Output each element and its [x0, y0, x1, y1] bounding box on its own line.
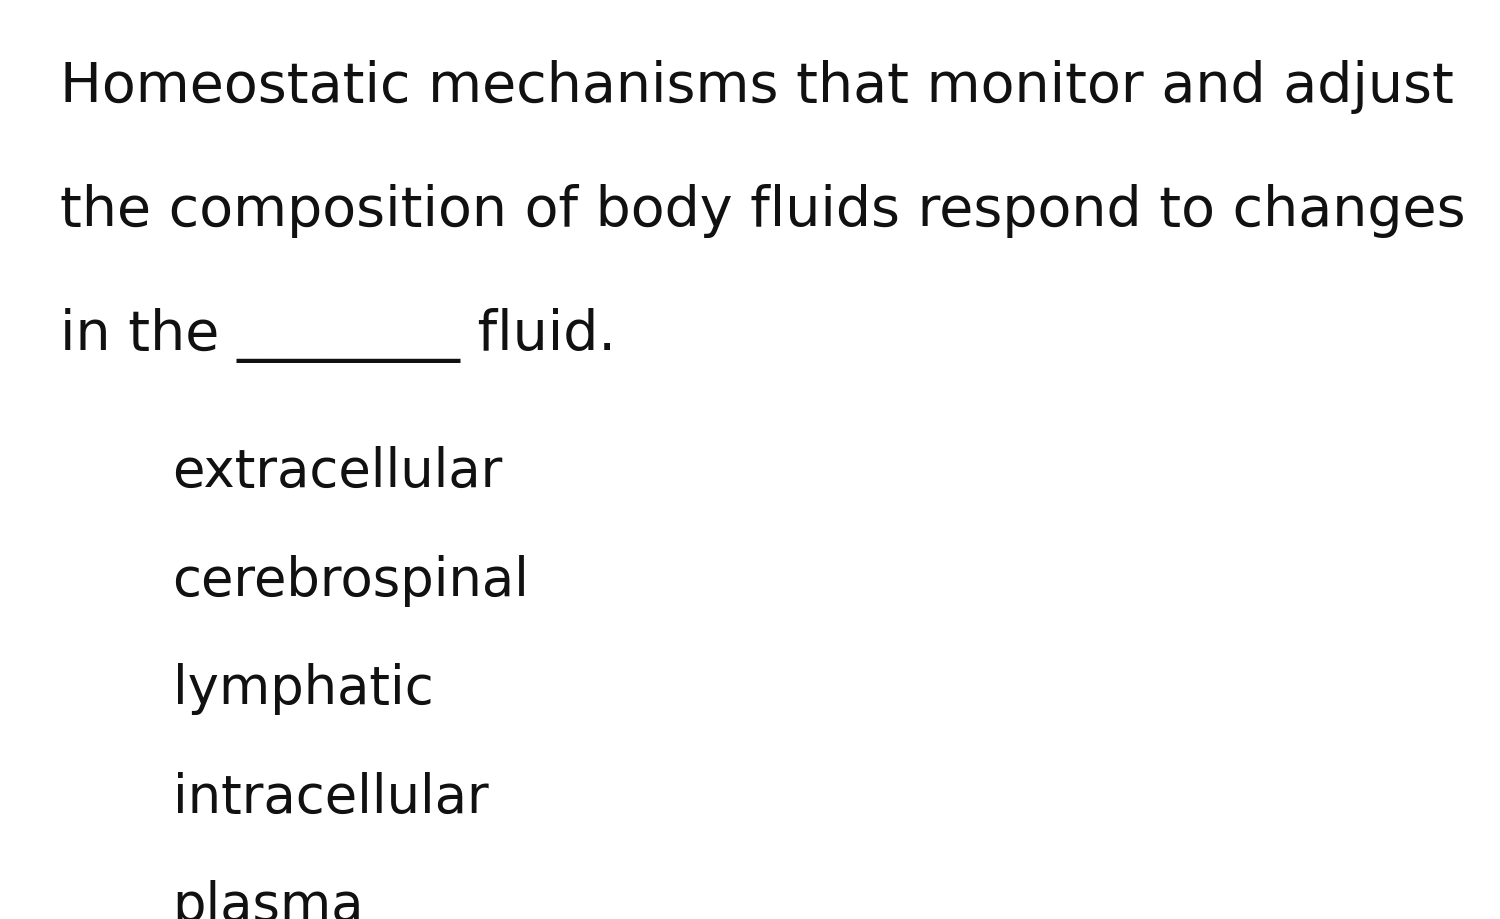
Text: in the ________ fluid.: in the ________ fluid. — [60, 308, 616, 363]
Text: the composition of body fluids respond to changes: the composition of body fluids respond t… — [60, 184, 1466, 238]
Text: Homeostatic mechanisms that monitor and adjust: Homeostatic mechanisms that monitor and … — [60, 60, 1454, 114]
Text: cerebrospinal: cerebrospinal — [172, 554, 530, 607]
Text: intracellular: intracellular — [172, 771, 489, 823]
Text: extracellular: extracellular — [172, 446, 503, 498]
Text: plasma: plasma — [172, 879, 364, 919]
Text: lymphatic: lymphatic — [172, 663, 434, 715]
